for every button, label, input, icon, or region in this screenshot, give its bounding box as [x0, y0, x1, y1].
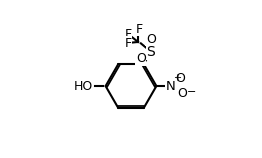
Text: F: F: [125, 37, 132, 50]
Text: N: N: [166, 80, 175, 93]
Text: O: O: [176, 73, 185, 85]
Text: O: O: [136, 52, 146, 65]
Text: S: S: [146, 45, 155, 59]
Text: −: −: [187, 87, 196, 97]
Text: O: O: [146, 33, 156, 46]
Text: +: +: [173, 73, 181, 83]
Text: F: F: [136, 23, 143, 36]
Text: HO: HO: [74, 80, 93, 93]
Text: F: F: [125, 28, 132, 41]
Text: O: O: [177, 87, 187, 100]
